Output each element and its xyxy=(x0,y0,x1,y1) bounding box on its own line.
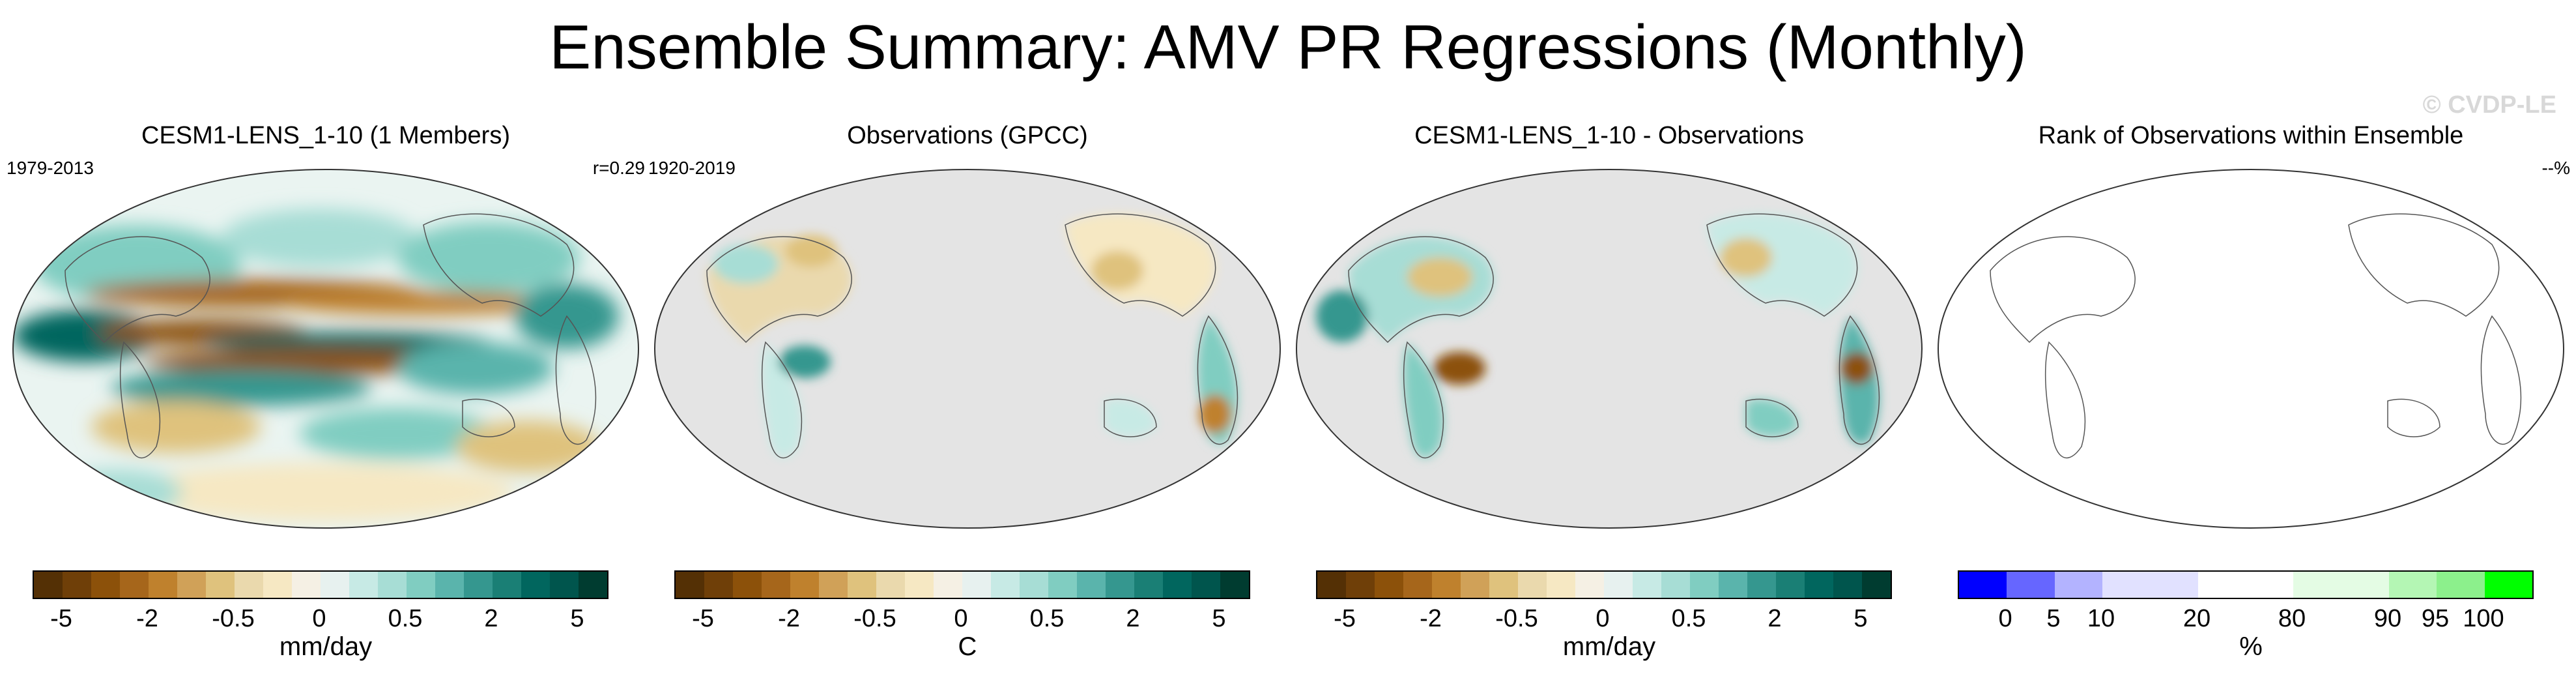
tick-label: 10 xyxy=(2087,605,2115,632)
tick-label: 0.5 xyxy=(1671,605,1706,632)
tick-label: -2 xyxy=(778,605,800,632)
map-difference xyxy=(1296,169,1923,529)
units-label: mm/day xyxy=(1562,632,1656,661)
tick-label: 5 xyxy=(1212,605,1226,632)
colorbar-ticks: -5 -2 -0.5 0 0.5 2 5 xyxy=(1316,605,1889,636)
panel-title: CESM1-LENS_1-10 - Observations xyxy=(1414,122,1804,149)
units-label: C xyxy=(958,632,977,661)
tick-label: 2 xyxy=(484,605,498,632)
tick-label: 2 xyxy=(1767,605,1782,632)
tick-label: 2 xyxy=(1126,605,1140,632)
panel-title: CESM1-LENS_1-10 (1 Members) xyxy=(141,122,510,149)
tick-label: 90 xyxy=(2373,605,2402,632)
tick-label: 0 xyxy=(954,605,968,632)
tick-label: 5 xyxy=(1853,605,1868,632)
tick-label: 5 xyxy=(2046,605,2061,632)
tick-label: -0.5 xyxy=(853,605,896,632)
period-label: 1979-2013 xyxy=(7,158,94,178)
tick-label: 0 xyxy=(1998,605,2012,632)
tick-label: 5 xyxy=(570,605,584,632)
colorbar-ticks: -5 -2 -0.5 0 0.5 2 5 xyxy=(33,605,606,636)
rank-colorbar xyxy=(1958,570,2534,599)
tick-label: 0 xyxy=(1596,605,1610,632)
period-label: 1920-2019 xyxy=(648,158,736,178)
colorbar xyxy=(674,570,1250,599)
tick-label: -5 xyxy=(692,605,714,632)
panel-title: Rank of Observations within Ensemble xyxy=(2038,122,2464,149)
colorbar-ticks: 0 5 10 20 80 90 95 100 xyxy=(1958,605,2531,636)
tick-label: 20 xyxy=(2182,605,2211,632)
watermark: © CVDP-LE xyxy=(2422,91,2556,119)
map-observations xyxy=(654,169,1281,529)
tick-label: 80 xyxy=(2278,605,2306,632)
tick-label: -5 xyxy=(50,605,72,632)
map-rank xyxy=(1938,169,2564,529)
tick-label: 95 xyxy=(2421,605,2450,632)
tick-label: -0.5 xyxy=(212,605,255,632)
tick-label: -5 xyxy=(1334,605,1356,632)
figure-title: Ensemble Summary: AMV PR Regressions (Mo… xyxy=(549,12,2027,82)
colorbar-ticks: -5 -2 -0.5 0 0.5 2 5 xyxy=(674,605,1248,636)
colorbar xyxy=(1316,570,1892,599)
panel-rank: Rank of Observations within Ensemble --%… xyxy=(1932,117,2570,671)
tick-label: 0.5 xyxy=(1029,605,1065,632)
tick-label: 0.5 xyxy=(388,605,423,632)
panel-difference: CESM1-LENS_1-10 - Observations xyxy=(1290,117,1928,671)
tick-label: -2 xyxy=(136,605,158,632)
panel-model: CESM1-LENS_1-10 (1 Members) 1979-2013 r=… xyxy=(7,117,645,671)
map-model xyxy=(12,169,639,529)
panel-observations: Observations (GPCC) 1920-2019 xyxy=(648,117,1287,671)
tick-label: -0.5 xyxy=(1495,605,1538,632)
units-label: mm/day xyxy=(279,632,373,661)
tick-label: 0 xyxy=(312,605,326,632)
units-label: % xyxy=(2239,632,2263,661)
panel-title: Observations (GPCC) xyxy=(847,122,1088,149)
rank-percent-label: --% xyxy=(2541,158,2570,178)
tick-label: -2 xyxy=(1420,605,1442,632)
colorbar xyxy=(33,570,608,599)
pattern-correlation: r=0.29 xyxy=(592,158,645,178)
tick-label: 100 xyxy=(2463,605,2504,632)
